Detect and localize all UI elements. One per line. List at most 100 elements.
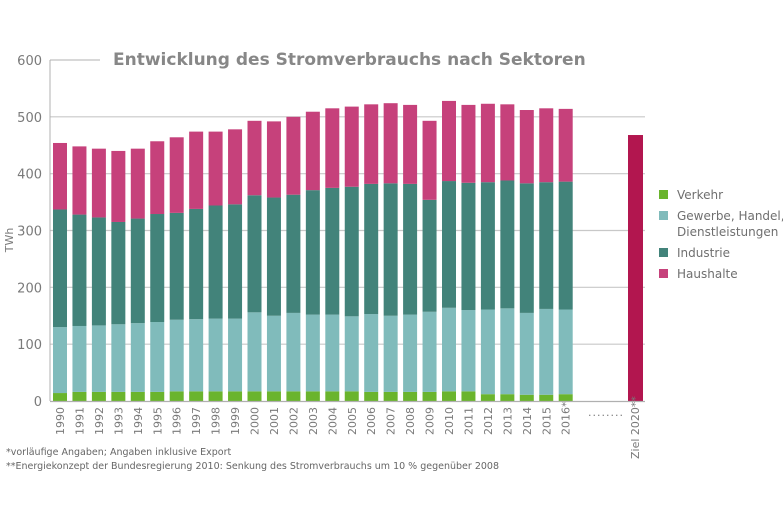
bar-gewerbe-1994: [130, 323, 145, 392]
bar-industrie-2015: [539, 182, 554, 309]
bar-group-1992: [91, 148, 106, 401]
y-tick-100: 100: [17, 338, 42, 353]
bars: [53, 100, 643, 401]
bar-industrie-2007: [383, 183, 398, 316]
bar-verkehr-2016: [558, 394, 573, 401]
y-tick-labels: 0 100 200 300 400 500 600: [17, 54, 42, 410]
bar-verkehr-2015: [539, 394, 554, 401]
bar-group-2000: [247, 120, 262, 401]
bar-gewerbe-2016: [558, 309, 573, 395]
legend-label: Dienstleistungen: [677, 225, 778, 239]
bar-gewerbe-2006: [364, 314, 379, 392]
x-tick-2006: 2006: [365, 407, 378, 435]
x-tick-1995: 1995: [151, 407, 164, 435]
legend-label: Industrie: [677, 246, 730, 260]
bar-verkehr-2002: [286, 391, 301, 401]
bar-group-2003: [305, 111, 320, 401]
bar-target-2020: [628, 135, 643, 401]
legend-label: Verkehr: [677, 188, 723, 202]
bar-verkehr-1999: [228, 391, 243, 401]
bar-verkehr-1993: [111, 391, 126, 401]
bar-industrie-2009: [422, 199, 437, 312]
y-tick-400: 400: [17, 168, 42, 183]
bar-gewerbe-1992: [91, 325, 106, 392]
bar-verkehr-2013: [500, 394, 515, 401]
bar-group-2010: [442, 100, 456, 401]
bar-verkehr-2006: [364, 391, 379, 401]
bar-group-2016: [558, 108, 573, 401]
bar-group-2005: [344, 106, 359, 401]
bar-verkehr-2008: [403, 391, 418, 401]
bar-industrie-2004: [325, 187, 340, 315]
x-tick-2004: 2004: [326, 407, 339, 435]
bar-verkehr-1997: [189, 391, 204, 401]
bar-verkehr-2004: [325, 391, 340, 401]
bar-industrie-1995: [150, 214, 165, 323]
bar-industrie-2001: [266, 197, 281, 316]
bar-gewerbe-2009: [422, 311, 437, 392]
bar-haushalte-2012: [480, 103, 495, 183]
bar-gewerbe-1996: [169, 319, 184, 392]
x-tick-2002: 2002: [287, 407, 300, 435]
legend-swatch: [659, 211, 668, 220]
y-tick-600: 600: [17, 54, 42, 69]
bar-verkehr-2003: [305, 391, 320, 401]
bar-group-1997: [189, 131, 204, 401]
x-tick-2010: 2010: [443, 407, 456, 435]
bar-haushalte-2004: [325, 108, 340, 188]
bar-group-2007: [383, 103, 398, 401]
x-tick-1998: 1998: [210, 407, 223, 435]
x-tick-1992: 1992: [93, 407, 106, 435]
bar-group-1995: [150, 141, 165, 401]
bar-haushalte-1995: [150, 141, 165, 215]
x-tick-1999: 1999: [229, 407, 242, 435]
bar-gewerbe-2010: [442, 307, 456, 392]
bar-gewerbe-1991: [72, 325, 87, 392]
bar-verkehr-2005: [344, 391, 359, 401]
legend: Verkehr Gewerbe, Handel, Dienstleistungen I…: [659, 188, 783, 281]
bar-industrie-2011: [461, 182, 476, 311]
chart-title: Entwicklung des Stromverbrauchs nach Sek…: [113, 50, 586, 70]
bar-verkehr-2009: [422, 391, 437, 401]
x-tick-1997: 1997: [190, 407, 203, 435]
y-tick-500: 500: [17, 111, 42, 126]
bar-gewerbe-2003: [305, 314, 320, 392]
bar-verkehr-2007: [383, 391, 398, 401]
bar-haushalte-1997: [189, 131, 204, 209]
bar-haushalte-2011: [461, 104, 476, 183]
x-tick-2001: 2001: [268, 407, 281, 435]
bar-verkehr-1994: [130, 391, 145, 401]
bar-group-1993: [111, 150, 126, 401]
bar-gewerbe-2000: [247, 312, 262, 392]
footnote-target: **Energiekonzept der Bundesregierung 201…: [6, 461, 500, 472]
legend-item-1: Gewerbe, Handel, Dienstleistungen: [659, 209, 783, 239]
legend-swatch: [659, 269, 668, 278]
bar-verkehr-1992: [91, 391, 106, 401]
bar-gewerbe-2013: [500, 308, 515, 395]
y-tick-0: 0: [34, 395, 42, 410]
bar-industrie-2006: [364, 183, 379, 315]
legend-swatch: [659, 248, 668, 257]
bar-haushalte-1990: [53, 142, 67, 210]
x-tick-2005: 2005: [346, 407, 359, 435]
bar-group-2012: [480, 103, 495, 401]
bar-haushalte-1999: [228, 129, 243, 205]
bar-industrie-2000: [247, 195, 262, 313]
bar-haushalte-2015: [539, 108, 554, 183]
bar-verkehr-2011: [461, 391, 476, 401]
gap-marker: ........: [588, 406, 624, 419]
bar-industrie-2013: [500, 180, 515, 309]
bar-group-1998: [208, 131, 223, 401]
bar-verkehr-2001: [266, 391, 281, 401]
x-tick-2007: 2007: [385, 407, 398, 435]
bar-gewerbe-1995: [150, 322, 165, 392]
bar-verkehr-2010: [442, 391, 456, 401]
bar-verkehr-1996: [169, 391, 184, 401]
legend-label: Gewerbe, Handel,: [677, 209, 783, 223]
legend-item-2: Industrie: [659, 246, 730, 260]
legend-swatch: [659, 190, 668, 199]
x-tick-2008: 2008: [404, 407, 417, 435]
bar-verkehr-1998: [208, 391, 223, 401]
bar-group-2009: [422, 120, 437, 401]
x-tick-2003: 2003: [307, 407, 320, 435]
